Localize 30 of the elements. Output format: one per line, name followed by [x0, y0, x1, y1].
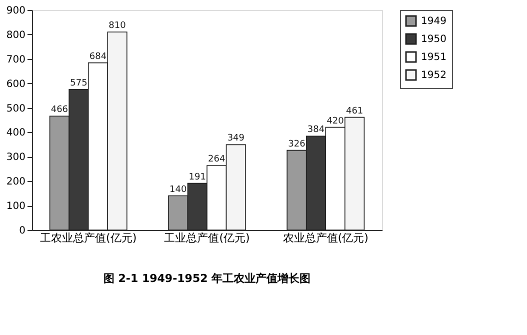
legend-label: 1952 [421, 70, 446, 81]
x-tick-label: 农业总产值(亿元) [282, 232, 368, 244]
data-label: 349 [227, 134, 245, 144]
legend-label: 1951 [421, 52, 446, 63]
data-label: 140 [169, 184, 187, 195]
y-tick-label: 700 [6, 54, 26, 66]
data-label: 191 [188, 172, 206, 182]
data-label: 420 [326, 116, 344, 126]
text: 图 2-1 1949-1952 年工农业产值增长图 [103, 272, 311, 285]
y-tick-label: 0 [19, 226, 26, 236]
y-tick-label: 100 [6, 201, 26, 212]
y-tick-label: 800 [6, 30, 26, 41]
y-tick-label: 500 [6, 103, 26, 114]
y-tick-label: 300 [6, 152, 26, 164]
data-label: 810 [108, 21, 126, 31]
y-tick-label: 200 [6, 176, 26, 188]
data-label: 384 [307, 125, 325, 136]
y-tick-label: 400 [6, 128, 26, 139]
data-label: 466 [50, 105, 68, 116]
legend-label: 1949 [421, 16, 446, 27]
data-label: 461 [346, 106, 364, 116]
legend-label: 1950 [421, 34, 446, 45]
data-label: 264 [208, 154, 226, 164]
data-label: 684 [89, 52, 107, 62]
x-tick-label: 工农业总产值(亿元) [40, 232, 137, 244]
data-label: 575 [70, 78, 88, 88]
y-tick-label: 600 [6, 78, 26, 90]
x-tick-label: 工业总产值(亿元) [164, 232, 250, 244]
y-tick-label: 900 [6, 6, 26, 16]
data-label: 326 [288, 139, 306, 150]
